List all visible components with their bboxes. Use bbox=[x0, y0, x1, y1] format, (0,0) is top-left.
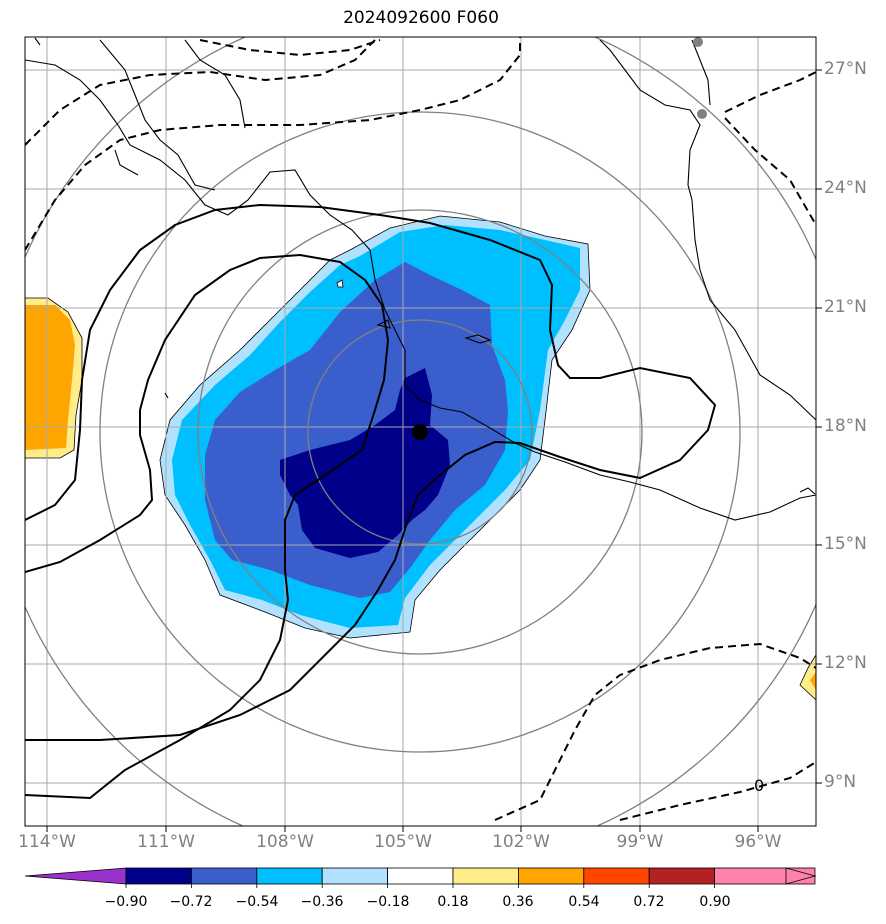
colorbar-tick-label: −0.18 bbox=[366, 894, 410, 910]
colorbar-extend-left bbox=[24, 867, 127, 885]
lon-label-96w: 96°W bbox=[734, 832, 782, 852]
storm-center-marker bbox=[412, 424, 428, 440]
colorbar-segment bbox=[452, 867, 519, 885]
colorbar bbox=[24, 867, 817, 888]
colorbar-segment bbox=[648, 867, 716, 885]
lon-label-114w: 114°W bbox=[18, 832, 76, 852]
colorbar-extend-right bbox=[785, 867, 817, 885]
anomaly-dark-blue bbox=[280, 368, 450, 558]
colorbar-segment bbox=[125, 867, 192, 885]
tick-marks bbox=[46, 69, 822, 832]
anomaly-speck bbox=[336, 279, 344, 288]
positive-anomaly-left-orange bbox=[25, 305, 75, 450]
colorbar-tick-label: −0.36 bbox=[300, 894, 344, 910]
dashed-contours bbox=[25, 37, 816, 821]
lat-label-18n: 18°N bbox=[824, 416, 867, 436]
colorbar-tick-label: 0.36 bbox=[502, 894, 534, 910]
colorbar-tick-label: 0.90 bbox=[699, 894, 731, 910]
colorbar-segment bbox=[256, 867, 323, 885]
station-marker-2 bbox=[697, 109, 707, 119]
lon-label-105w: 105°W bbox=[374, 832, 432, 852]
colorbar-tick-label: 0.54 bbox=[568, 894, 600, 910]
lon-label-108w: 108°W bbox=[256, 832, 314, 852]
lat-label-27n: 27°N bbox=[824, 59, 867, 79]
map-frame bbox=[24, 36, 817, 827]
coastlines bbox=[25, 37, 816, 521]
lat-label-21n: 21°N bbox=[824, 297, 867, 317]
colorbar-segment bbox=[387, 867, 454, 885]
lon-label-99w: 99°W bbox=[616, 832, 664, 852]
colorbar-tick-label: 0.18 bbox=[437, 894, 469, 910]
colorbar-segment bbox=[190, 867, 258, 885]
range-rings bbox=[25, 37, 816, 826]
colorbar-segment bbox=[583, 867, 650, 885]
positive-anomaly-right-orange bbox=[810, 672, 816, 690]
contour-label: 0 bbox=[754, 776, 764, 795]
colorbar-tick-label: 0.72 bbox=[633, 894, 665, 910]
lon-label-111w: 111°W bbox=[137, 832, 195, 852]
map-title: 2024092600 F060 bbox=[343, 8, 499, 28]
anomaly-royal-blue bbox=[205, 262, 508, 598]
solid-contours bbox=[25, 203, 717, 800]
colorbar-tick-label: −0.54 bbox=[235, 894, 279, 910]
lon-label-102w: 102°W bbox=[492, 832, 550, 852]
lat-label-15n: 15°N bbox=[824, 534, 867, 554]
gridlines bbox=[25, 37, 816, 826]
colorbar-segment bbox=[518, 867, 585, 885]
lat-label-24n: 24°N bbox=[824, 178, 867, 198]
station-marker-1 bbox=[693, 37, 703, 47]
colorbar-tick-label: −0.90 bbox=[104, 894, 148, 910]
colorbar-segment bbox=[321, 867, 389, 885]
colorbar-tick-label: −0.72 bbox=[169, 894, 213, 910]
lat-label-9n: 9°N bbox=[824, 772, 857, 792]
lat-label-12n: 12°N bbox=[824, 653, 867, 673]
